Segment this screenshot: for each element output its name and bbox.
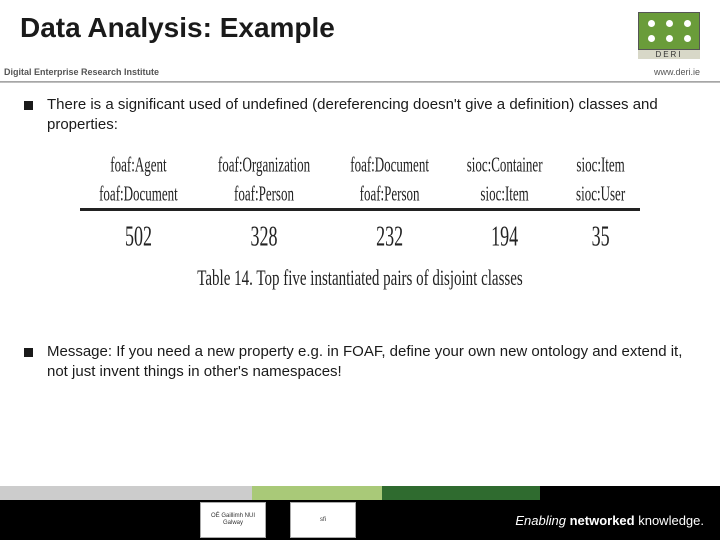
val-3: 194	[448, 196, 561, 266]
bullet-icon	[24, 348, 33, 357]
caption-text: Top five instantiated pairs of disjoint …	[256, 266, 522, 290]
logo-letters: DERI	[638, 50, 700, 59]
sfi-logo: sfi	[290, 502, 356, 538]
stripe-0	[0, 486, 252, 500]
tagline-suffix: knowledge.	[635, 513, 704, 528]
bullet-1: There is a significant used of undefined…	[24, 95, 696, 136]
val-2: 232	[331, 196, 448, 266]
slide-title: Data Analysis: Example	[20, 12, 335, 44]
deri-logo: DERI	[638, 12, 700, 59]
disjoint-classes-table: foaf:Agent foaf:Organization foaf:Docume…	[80, 150, 640, 288]
slide-content: There is a significant used of undefined…	[0, 83, 720, 408]
bullet-2: Message: If you need a new property e.g.…	[24, 342, 696, 383]
tagline-prefix: Enabling	[515, 513, 569, 528]
bullet-icon	[24, 101, 33, 110]
val-0: 502	[80, 196, 197, 266]
footer-logos: OÉ Gaillimh NUI Galway sfi	[200, 502, 356, 538]
bullet-2-text: Message: If you need a new property e.g.…	[47, 342, 696, 383]
caption-label: Table 14.	[197, 266, 253, 290]
stripe-2	[382, 486, 540, 500]
footer-stripes	[0, 486, 720, 500]
footer-bar: Enabling networked knowledge.	[0, 500, 720, 540]
val-4: 35	[561, 196, 640, 266]
slide-footer: Enabling networked knowledge. OÉ Gaillim…	[0, 486, 720, 540]
footer-tagline: Enabling networked knowledge.	[515, 513, 704, 528]
bullet-1-text: There is a significant used of undefined…	[47, 95, 696, 136]
table-caption: Table 14. Top five instantiated pairs of…	[80, 266, 640, 292]
stripe-3	[540, 486, 720, 500]
val-1: 328	[197, 196, 331, 266]
tagline-bold: networked	[570, 513, 635, 528]
stripe-1	[252, 486, 382, 500]
slide-header: Data Analysis: Example DERI	[0, 0, 720, 65]
website-url: www.deri.ie	[654, 67, 700, 77]
institute-name: Digital Enterprise Research Institute	[4, 67, 159, 77]
subheader: Digital Enterprise Research Institute ww…	[0, 65, 720, 81]
nui-galway-logo: OÉ Gaillimh NUI Galway	[200, 502, 266, 538]
table-values-row: 502 328 232 194 35	[80, 209, 640, 253]
